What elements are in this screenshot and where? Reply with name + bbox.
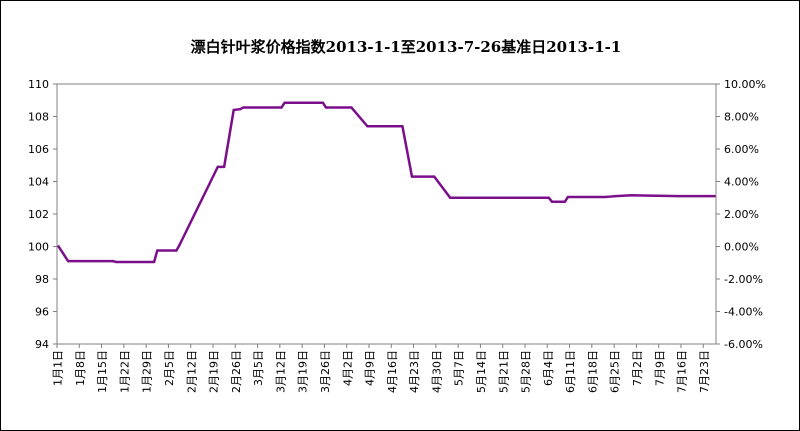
data-point — [563, 200, 566, 204]
y-tick-label: 110 — [28, 78, 49, 91]
data-point — [433, 175, 436, 178]
data-point — [566, 195, 570, 199]
x-tick-label: 4月9日 — [364, 350, 377, 386]
y2-tick-label: 2.00% — [724, 208, 759, 221]
data-point — [57, 245, 60, 248]
x-tick-label: 4月30日 — [430, 350, 443, 393]
data-point — [152, 260, 156, 264]
x-tick-label: 5月7日 — [453, 350, 466, 386]
data-point — [222, 165, 226, 169]
y-tick-label: 96 — [35, 306, 49, 319]
data-point — [175, 249, 178, 252]
y-tick-label: 94 — [35, 338, 49, 351]
data-point — [630, 194, 633, 197]
x-tick-label: 6月18日 — [586, 350, 599, 393]
x-tick-label: 6月11日 — [564, 350, 577, 393]
x-tick-label: 3月26日 — [319, 350, 332, 393]
data-point — [216, 165, 219, 169]
y-tick-label: 106 — [28, 143, 49, 156]
data-point — [614, 194, 617, 198]
y-tick-label: 102 — [28, 208, 49, 221]
data-point — [280, 106, 283, 109]
x-tick-label: 4月2日 — [341, 350, 354, 386]
x-tick-label: 5月28日 — [520, 350, 533, 393]
y-tick-label: 104 — [28, 176, 49, 189]
x-tick-label: 1月1日 — [52, 350, 65, 386]
data-point — [66, 259, 70, 263]
y-tick-label: 100 — [28, 241, 49, 254]
data-point — [448, 196, 452, 199]
x-tick-label: 1月15日 — [96, 350, 109, 393]
y2-tick-label: 4.00% — [724, 176, 759, 189]
y-tick-label: 108 — [28, 111, 49, 124]
x-tick-label: 3月19日 — [297, 350, 310, 393]
x-tick-label: 7月23日 — [698, 350, 711, 393]
data-point — [178, 243, 181, 247]
data-point — [713, 194, 716, 198]
data-point — [156, 249, 159, 252]
x-tick-label: 3月12日 — [274, 350, 287, 393]
x-tick-label: 7月9日 — [653, 350, 666, 386]
data-point — [366, 125, 369, 128]
data-point — [242, 106, 245, 109]
chart-title: 漂白针叶浆价格指数2013-1-1至2013-7-26基准日2013-1-1 — [191, 38, 622, 56]
data-point — [324, 106, 328, 109]
plot-area — [56, 83, 717, 345]
series-layer — [57, 101, 716, 264]
x-tick-label: 3月5日 — [252, 350, 265, 386]
x-tick-label: 2月26日 — [230, 350, 243, 393]
x-tick-label: 1月29日 — [141, 350, 154, 393]
y2-tick-label: -6.00% — [724, 338, 763, 351]
axes: 94 96 98 100 102 104 106 108 110 -6.00% -4.00% -2.0… — [28, 78, 766, 393]
x-tick-label: 1月8日 — [74, 350, 87, 386]
x-tick-label: 2月19日 — [208, 350, 221, 393]
data-point — [550, 200, 554, 204]
data-point — [283, 101, 286, 104]
y2-tick-label: 10.00% — [724, 78, 766, 91]
x-tick-label: 6月4日 — [542, 350, 555, 386]
data-point — [321, 101, 325, 104]
y-tick-label: 98 — [35, 273, 49, 286]
x-tick-label: 2月5日 — [163, 350, 176, 386]
data-point — [401, 125, 404, 128]
x-tick-label: 4月23日 — [408, 350, 421, 393]
data-point — [350, 106, 353, 109]
data-point — [111, 259, 114, 263]
y2-tick-label: -4.00% — [724, 306, 763, 319]
data-point — [232, 108, 235, 112]
y2-tick-label: 0.00% — [724, 241, 759, 254]
x-tick-label: 6月25日 — [609, 350, 622, 393]
x-tick-label: 2月12日 — [185, 350, 198, 393]
y2-tick-label: 8.00% — [724, 111, 759, 124]
data-point — [604, 195, 608, 199]
data-point — [114, 260, 118, 264]
data-point — [547, 196, 551, 199]
y2-tick-label: 6.00% — [724, 143, 759, 156]
data-point — [410, 175, 414, 178]
x-tick-label: 4月16日 — [386, 350, 399, 393]
x-tick-label: 1月22日 — [118, 350, 131, 393]
x-tick-label: 5月21日 — [497, 350, 510, 393]
data-point — [238, 107, 242, 111]
y2-tick-label: -2.00% — [724, 273, 763, 286]
x-tick-label: 7月16日 — [676, 350, 689, 393]
x-tick-label: 7月2日 — [631, 350, 644, 386]
data-point — [678, 194, 681, 198]
x-tick-label: 5月14日 — [475, 350, 488, 393]
